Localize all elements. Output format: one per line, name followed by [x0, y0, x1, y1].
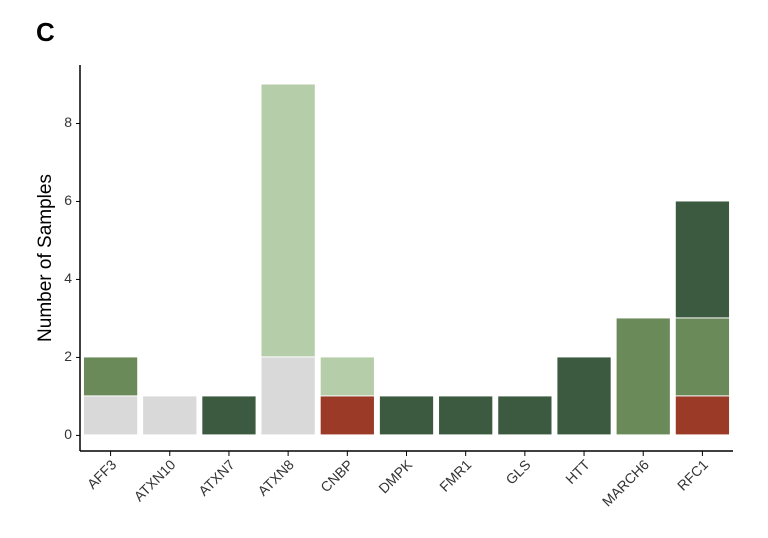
y-tick-label: 4	[64, 270, 72, 286]
bar-segment	[143, 396, 197, 435]
bar-segment	[616, 318, 670, 435]
y-tick-label: 8	[64, 114, 72, 130]
y-tick-label: 0	[64, 426, 72, 442]
bar-segment	[261, 84, 315, 357]
bar-segment	[675, 318, 730, 396]
bar-segment	[83, 396, 138, 435]
bar-segment	[675, 396, 730, 435]
bar-segment	[320, 396, 374, 435]
bar-segment	[83, 357, 138, 396]
x-tick-label: DMPK	[375, 456, 415, 496]
x-tick-label: FMR1	[436, 456, 474, 494]
x-tick-label: MARCH6	[599, 456, 652, 509]
x-tick-label: GLS	[502, 456, 533, 487]
x-tick-label: HTT	[562, 456, 593, 487]
x-tick-label: AFF3	[84, 456, 120, 492]
bar-segment	[379, 396, 434, 435]
bar-segment	[320, 357, 374, 396]
bar-segment	[557, 357, 611, 435]
x-tick-label: ATXN10	[131, 456, 179, 504]
x-tick-label: RFC1	[674, 456, 711, 493]
bar-segment	[202, 396, 256, 435]
x-tick-label: ATXN8	[254, 456, 297, 499]
bar-segment	[675, 201, 730, 318]
panel-label: C	[36, 17, 55, 47]
y-tick-label: 6	[64, 192, 72, 208]
bar-segment	[498, 396, 552, 435]
y-tick-label: 2	[64, 348, 72, 364]
x-tick-label: CNBP	[317, 456, 356, 495]
bar-segment	[439, 396, 493, 435]
bar-segment	[261, 357, 315, 435]
y-axis-title: Number of Samples	[35, 174, 56, 342]
x-tick-label: ATXN7	[195, 456, 238, 499]
